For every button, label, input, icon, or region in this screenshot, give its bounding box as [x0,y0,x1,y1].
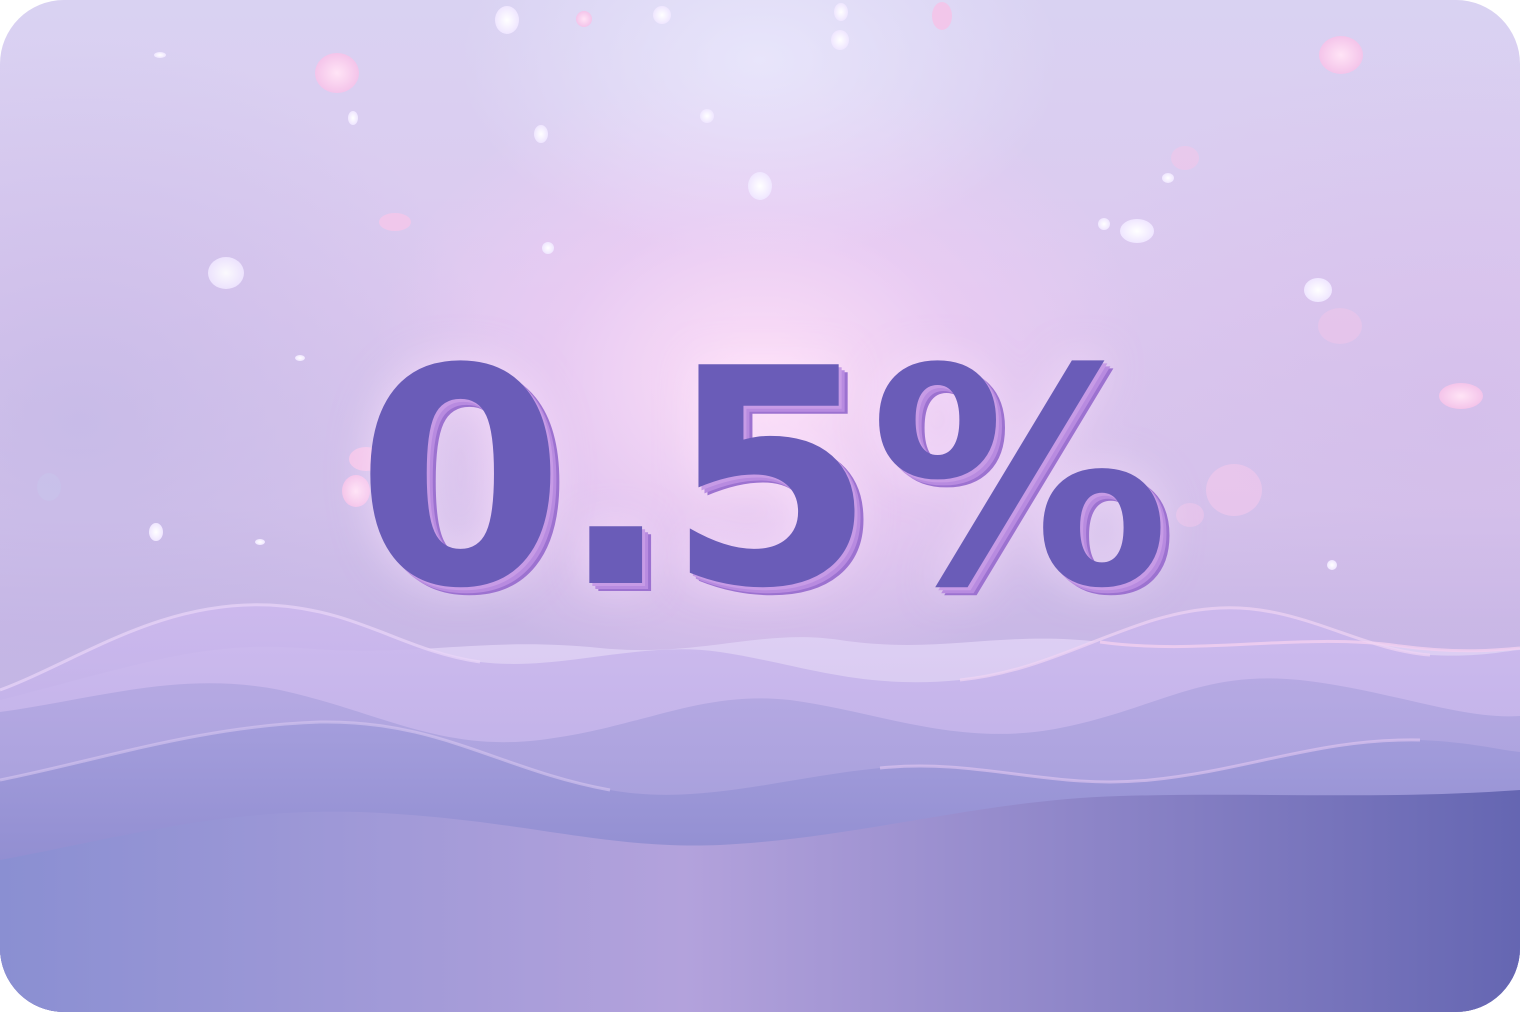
floating-particles [37,2,1483,570]
wave-landscape [0,603,1520,1012]
rate-figure: 0.5% [355,305,1170,654]
